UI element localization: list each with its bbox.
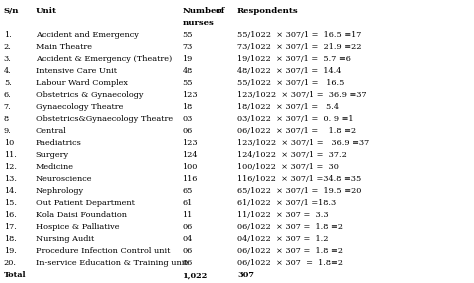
Text: 06/1022  × 307  =  1.8≡2: 06/1022 × 307 = 1.8≡2 [237,259,343,267]
Text: Nephrology: Nephrology [36,187,84,195]
Text: 6.: 6. [4,91,11,99]
Text: 55: 55 [182,79,193,87]
Text: Number: Number [182,7,221,15]
Text: Neuroscience: Neuroscience [36,175,92,183]
Text: 61: 61 [182,199,193,207]
Text: Accident and Emergency: Accident and Emergency [36,31,138,39]
Text: 04/1022  × 307 =  1.2: 04/1022 × 307 = 1.2 [237,235,328,243]
Text: 04: 04 [182,235,193,243]
Text: 15.: 15. [4,199,17,207]
Text: 4.: 4. [4,67,11,75]
Text: 65/1022  × 307/1 =  19.5 ≡20: 65/1022 × 307/1 = 19.5 ≡20 [237,187,361,195]
Text: 13.: 13. [4,175,17,183]
Text: 1.: 1. [4,31,11,39]
Text: 65: 65 [182,187,193,195]
Text: 116/1022  × 307/1 =34.8 ≡35: 116/1022 × 307/1 =34.8 ≡35 [237,175,361,183]
Text: Surgery: Surgery [36,151,69,159]
Text: Obstetrics & Gynaecology: Obstetrics & Gynaecology [36,91,143,99]
Text: 307: 307 [237,271,254,279]
Text: 14.: 14. [4,187,17,195]
Text: 11/1022  × 307 =  3.3: 11/1022 × 307 = 3.3 [237,211,328,219]
Text: 123: 123 [182,91,198,99]
Text: 100/1022  × 307/1 =  30: 100/1022 × 307/1 = 30 [237,163,339,171]
Text: 3.: 3. [4,55,12,63]
Text: 10: 10 [4,139,14,147]
Text: Main Theatre: Main Theatre [36,43,91,51]
Text: 55/1022  × 307/1 =  16.5 ≡17: 55/1022 × 307/1 = 16.5 ≡17 [237,31,361,39]
Text: Central: Central [36,127,66,135]
Text: 06: 06 [182,223,193,231]
Text: Medicine: Medicine [36,163,73,171]
Text: Accident & Emergency (Theatre): Accident & Emergency (Theatre) [36,55,172,63]
Text: 100: 100 [182,163,198,171]
Text: 5.: 5. [4,79,12,87]
Text: 123/1022  × 307/1 =   36.9 ≡37: 123/1022 × 307/1 = 36.9 ≡37 [237,139,369,147]
Text: 55/1022  × 307/1 =   16.5: 55/1022 × 307/1 = 16.5 [237,79,345,87]
Text: Hospice & Palliative: Hospice & Palliative [36,223,119,231]
Text: 123/1022  × 307/1 =  36.9 ≡37: 123/1022 × 307/1 = 36.9 ≡37 [237,91,366,99]
Text: 116: 116 [182,175,198,183]
Text: Paediatrics: Paediatrics [36,139,82,147]
Text: 19: 19 [182,55,193,63]
Text: 06/1022  × 307/1 =    1.8 ≡2: 06/1022 × 307/1 = 1.8 ≡2 [237,127,356,135]
Text: 8: 8 [4,115,9,123]
Text: 55: 55 [182,31,193,39]
Text: 11: 11 [182,211,193,219]
Text: S/n: S/n [4,7,19,15]
Text: 7.: 7. [4,103,11,111]
Text: 73/1022  × 307/1 =  21.9 ≡22: 73/1022 × 307/1 = 21.9 ≡22 [237,43,362,51]
Text: 2.: 2. [4,43,12,51]
Text: 124: 124 [182,151,198,159]
Text: 18.: 18. [4,235,17,243]
Text: Obstetrics&Gynaecology Theatre: Obstetrics&Gynaecology Theatre [36,115,173,123]
Text: nurses: nurses [182,19,214,27]
Text: Procedure Infection Control unit: Procedure Infection Control unit [36,247,170,255]
Text: 17.: 17. [4,223,17,231]
Text: 03/1022  × 307/1 =  0. 9 ≡1: 03/1022 × 307/1 = 0. 9 ≡1 [237,115,354,123]
Text: 06/1022  × 307 =  1.8 ≡2: 06/1022 × 307 = 1.8 ≡2 [237,223,343,231]
Text: 16.: 16. [4,211,17,219]
Text: 61/1022  × 307/1 =18.3: 61/1022 × 307/1 =18.3 [237,199,336,207]
Text: 9.: 9. [4,127,11,135]
Text: 06: 06 [182,259,193,267]
Text: 19/1022  × 307/1 =  5.7 ≡6: 19/1022 × 307/1 = 5.7 ≡6 [237,55,351,63]
Text: Intensive Care Unit: Intensive Care Unit [36,67,117,75]
Text: Gynaecology Theatre: Gynaecology Theatre [36,103,123,111]
Text: 48/1022  × 307/1 =  14.4: 48/1022 × 307/1 = 14.4 [237,67,341,75]
Text: 11.: 11. [4,151,17,159]
Text: Unit: Unit [36,7,56,15]
Text: Respondents: Respondents [237,7,299,15]
Text: of: of [216,7,225,15]
Text: 124/1022  × 307/1 =  37.2: 124/1022 × 307/1 = 37.2 [237,151,347,159]
Text: 18/1022  × 307/1 =   5.4: 18/1022 × 307/1 = 5.4 [237,103,339,111]
Text: 1,022: 1,022 [182,271,208,279]
Text: 06: 06 [182,127,193,135]
Text: Out Patient Department: Out Patient Department [36,199,135,207]
Text: 12.: 12. [4,163,17,171]
Text: Total: Total [4,271,26,279]
Text: 18: 18 [182,103,193,111]
Text: Labour Ward Complex: Labour Ward Complex [36,79,128,87]
Text: 03: 03 [182,115,193,123]
Text: In-service Education & Training unit: In-service Education & Training unit [36,259,187,267]
Text: Kola Daisi Foundation: Kola Daisi Foundation [36,211,127,219]
Text: 20.: 20. [4,259,17,267]
Text: 123: 123 [182,139,198,147]
Text: 48: 48 [182,67,193,75]
Text: Nursing Audit: Nursing Audit [36,235,94,243]
Text: 73: 73 [182,43,193,51]
Text: 06: 06 [182,247,193,255]
Text: 19.: 19. [4,247,17,255]
Text: 06/1022  × 307 =  1.8 ≡2: 06/1022 × 307 = 1.8 ≡2 [237,247,343,255]
